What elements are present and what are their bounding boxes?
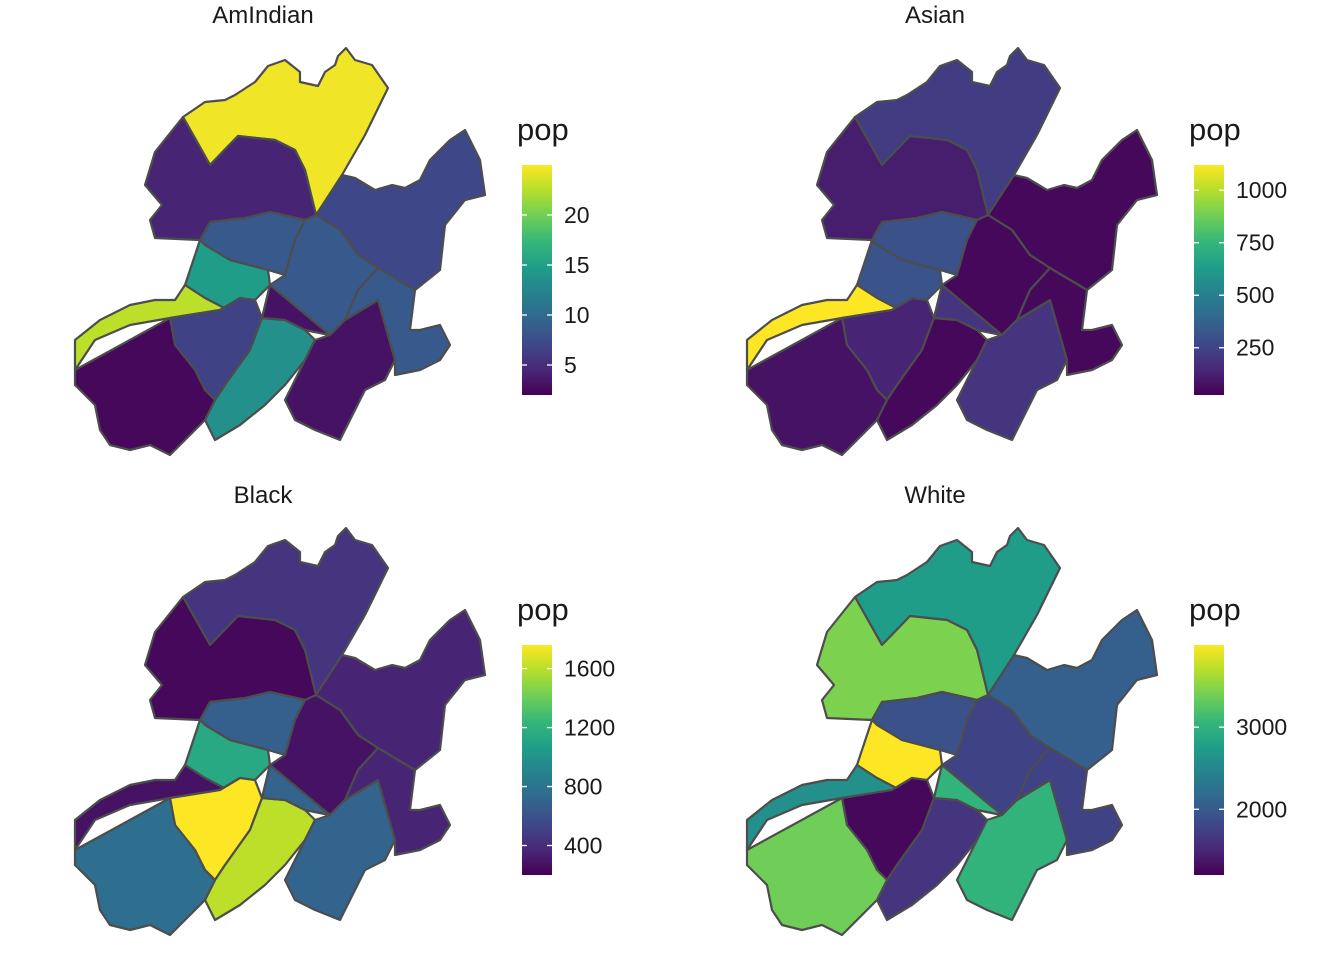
facet-title: Asian — [904, 2, 966, 29]
map-region-11 — [73, 796, 217, 937]
choropleth-map — [73, 526, 487, 937]
colorbar-tick-label: 800 — [564, 774, 602, 800]
facet-panel-asian: Asian pop 250 500 750 1000 — [672, 0, 1344, 480]
colorbar-tick-label: 3000 — [1236, 714, 1287, 740]
map-region-12 — [1015, 266, 1124, 377]
legend-title: pop — [1189, 592, 1241, 627]
map-region-7 — [73, 283, 242, 372]
colorbar-tick-label: 750 — [1236, 230, 1274, 256]
colorbar-tick-label: 1000 — [1236, 177, 1287, 203]
map-region-10 — [932, 763, 1069, 922]
map-region-10 — [260, 763, 397, 922]
legend-title: pop — [517, 592, 569, 627]
colorbar-legend: pop 2000 3000 — [1177, 592, 1337, 892]
map-region-11 — [73, 316, 217, 457]
choropleth-map — [745, 46, 1159, 457]
map-region-11 — [745, 316, 889, 457]
facet-title: Black — [233, 482, 293, 509]
colorbar-gradient — [1194, 165, 1224, 395]
map-region-12 — [1015, 746, 1124, 857]
colorbar-tick-label: 250 — [1236, 335, 1274, 361]
colorbar-legend: pop 5 10 15 20 — [505, 112, 665, 412]
colorbar-tick-label: 10 — [564, 302, 590, 328]
colorbar: 400 800 1200 1600 — [522, 645, 615, 875]
choropleth-map — [73, 46, 487, 457]
legend-title: pop — [1189, 112, 1241, 147]
colorbar-legend: pop 400 800 1200 1600 — [505, 592, 665, 892]
colorbar-gradient — [522, 645, 552, 875]
facet-title: White — [904, 482, 966, 509]
facet-title: AmIndian — [212, 2, 314, 29]
colorbar-legend: pop 250 500 750 1000 — [1177, 112, 1337, 412]
map-region-10 — [932, 283, 1069, 442]
colorbar-tick-label: 500 — [1236, 282, 1274, 308]
colorbar-tick-label: 2000 — [1236, 796, 1287, 822]
colorbar: 5 10 15 20 — [522, 165, 590, 395]
colorbar-tick-label: 400 — [564, 833, 602, 859]
colorbar-gradient — [1194, 645, 1224, 875]
colorbar-tick-label: 1600 — [564, 656, 615, 682]
map-region-12 — [343, 746, 452, 857]
colorbar: 250 500 750 1000 — [1194, 165, 1287, 395]
colorbar: 2000 3000 — [1194, 645, 1287, 875]
map-region-10 — [260, 283, 397, 442]
facet-panel-black: Black pop 400 800 1200 1600 — [0, 480, 672, 960]
map-region-7 — [73, 763, 242, 852]
map-region-7 — [745, 283, 914, 372]
colorbar-tick-label: 5 — [564, 352, 577, 378]
map-region-11 — [745, 796, 889, 937]
map-region-12 — [343, 266, 452, 377]
choropleth-map — [745, 526, 1159, 937]
legend-title: pop — [517, 112, 569, 147]
colorbar-tick-label: 1200 — [564, 715, 615, 741]
facet-panel-white: White pop 2000 3000 — [672, 480, 1344, 960]
colorbar-tick-label: 20 — [564, 202, 590, 228]
facet-panel-amindian: AmIndian pop 5 10 15 20 — [0, 0, 672, 480]
colorbar-tick-label: 15 — [564, 252, 590, 278]
map-region-7 — [745, 763, 914, 852]
colorbar-gradient — [522, 165, 552, 395]
